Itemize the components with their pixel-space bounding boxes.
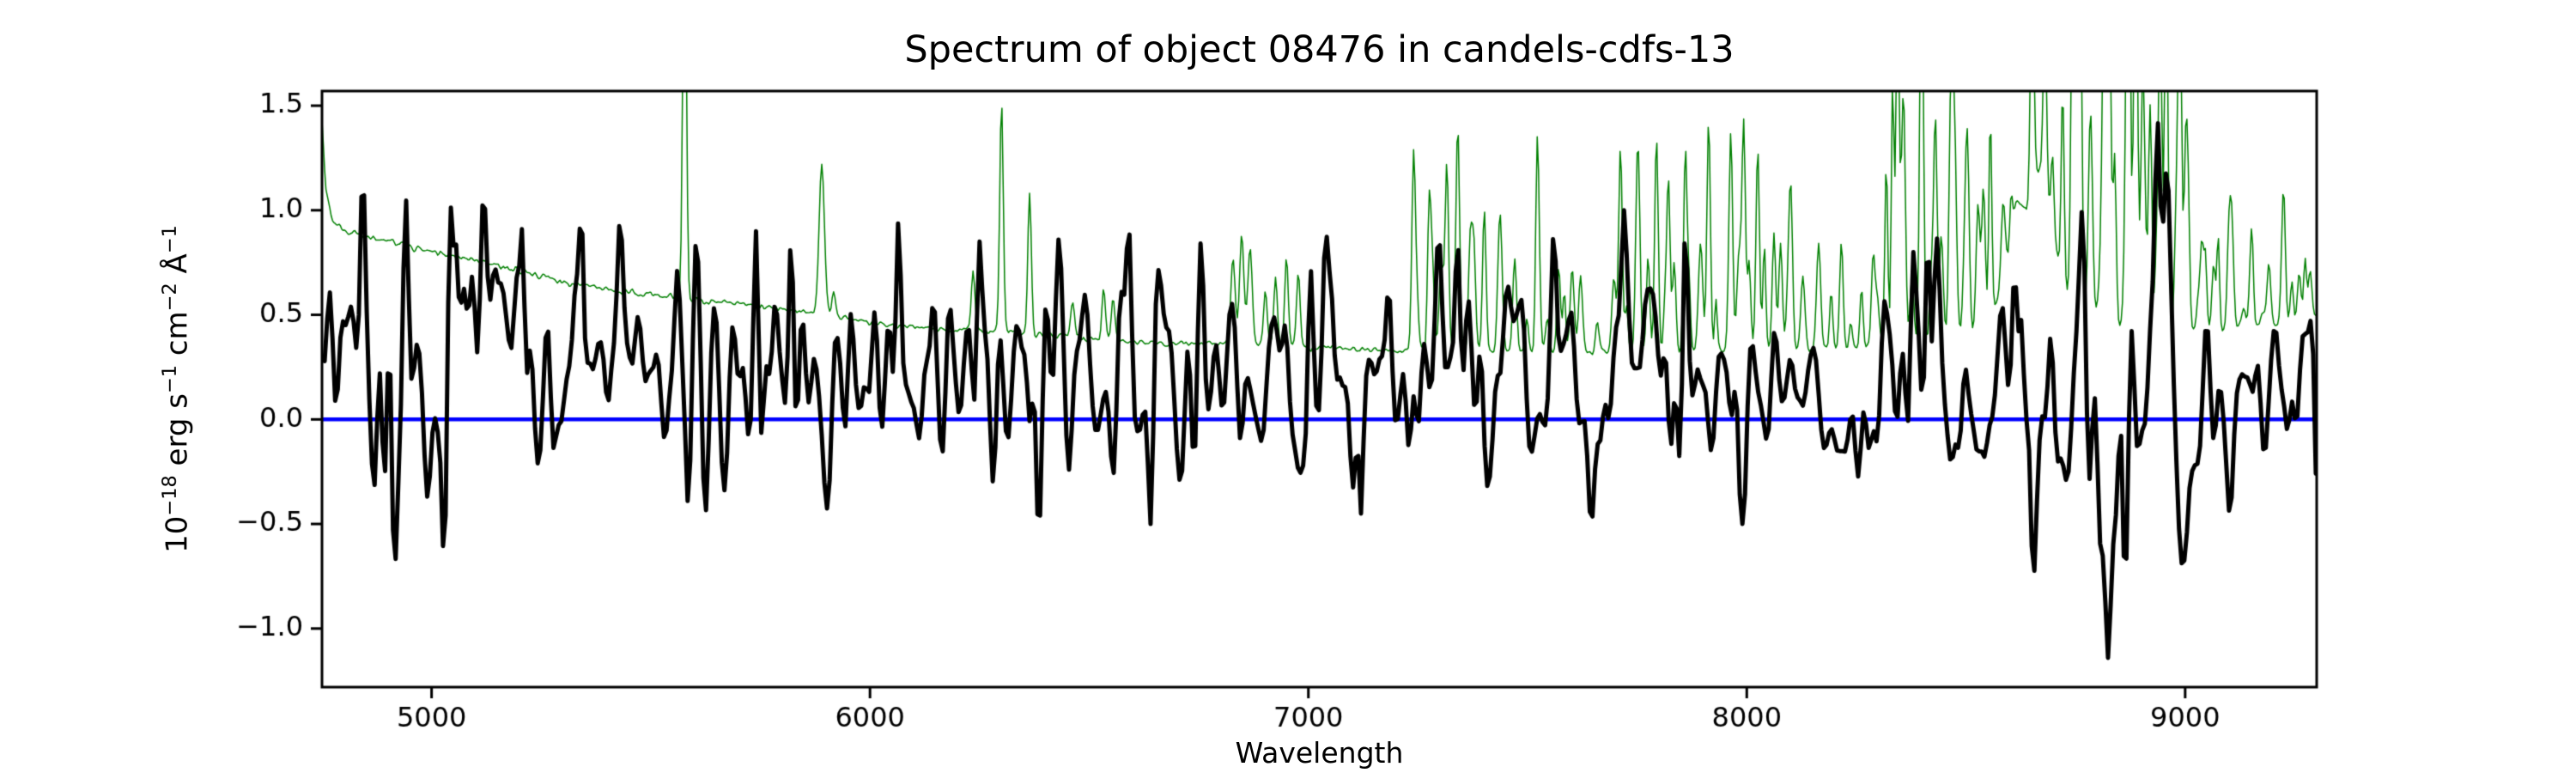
chart-title: Spectrum of object 08476 in candels-cdfs…	[904, 28, 1735, 71]
y-axis-label-text: 10−18 erg s−1 cm−2 Å−1	[159, 225, 195, 553]
y-axis-label: 10−18 erg s−1 cm−2 Å−1	[159, 225, 194, 553]
x-axis-label: Wavelength	[1235, 736, 1404, 770]
